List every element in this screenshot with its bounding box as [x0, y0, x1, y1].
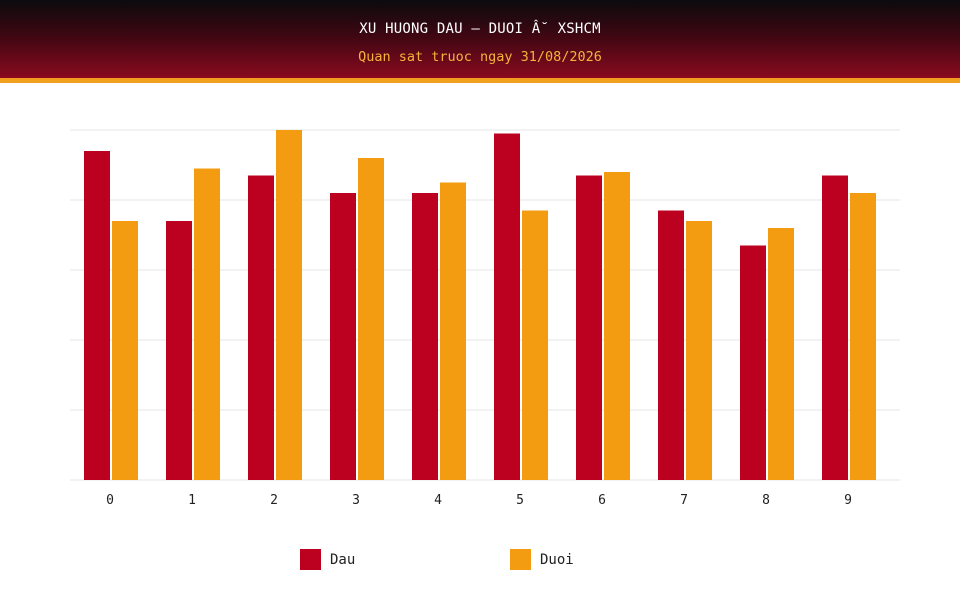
legend-swatch-dau	[300, 549, 321, 570]
legend-label-dau: Dau	[330, 552, 356, 568]
bar-dau-0[interactable]	[84, 151, 110, 480]
bar-dau-2[interactable]	[248, 175, 274, 481]
x-tick-labels: 0 1 2 3 4 5 6 7 8 9	[106, 493, 852, 508]
bar-dau-3[interactable]	[330, 193, 356, 480]
bar-duoi-9[interactable]	[850, 193, 876, 480]
bar-dau-8[interactable]	[740, 245, 766, 481]
bars	[84, 130, 876, 480]
x-tick-label: 1	[188, 493, 196, 508]
x-tick-label: 9	[844, 493, 852, 508]
legend-swatch-duoi	[510, 549, 531, 570]
x-tick-label: 0	[106, 493, 114, 508]
bar-duoi-5[interactable]	[522, 210, 548, 481]
x-tick-label: 4	[434, 493, 442, 508]
legend-label-duoi: Duoi	[540, 552, 574, 568]
chart-header: XU HUONG DAU – DUOI Â˘ XSHCM Quan sat tr…	[0, 0, 960, 78]
bar-dau-9[interactable]	[822, 175, 848, 481]
chart-title: XU HUONG DAU – DUOI Â˘ XSHCM	[359, 21, 601, 37]
bar-duoi-4[interactable]	[440, 182, 466, 481]
bar-duoi-8[interactable]	[768, 228, 794, 480]
bar-dau-6[interactable]	[576, 175, 602, 481]
bar-duoi-0[interactable]	[112, 221, 138, 480]
chart-legend: Dau Duoi	[0, 549, 960, 573]
x-tick-label: 6	[598, 493, 606, 508]
bar-duoi-6[interactable]	[604, 172, 630, 480]
bar-dau-1[interactable]	[166, 221, 192, 480]
bar-dau-4[interactable]	[412, 193, 438, 480]
x-tick-label: 8	[762, 493, 770, 508]
bar-duoi-3[interactable]	[358, 158, 384, 480]
x-tick-label: 5	[516, 493, 524, 508]
header-accent-stripe	[0, 78, 960, 83]
chart-subtitle: Quan sat truoc ngay 31/08/2026	[358, 49, 602, 65]
x-tick-label: 2	[270, 493, 278, 508]
x-tick-label: 7	[680, 493, 688, 508]
x-tick-label: 3	[352, 493, 360, 508]
bar-duoi-2[interactable]	[276, 130, 302, 480]
bar-dau-5[interactable]	[494, 133, 520, 481]
bar-dau-7[interactable]	[658, 210, 684, 481]
bar-duoi-7[interactable]	[686, 221, 712, 480]
bar-duoi-1[interactable]	[194, 168, 220, 481]
